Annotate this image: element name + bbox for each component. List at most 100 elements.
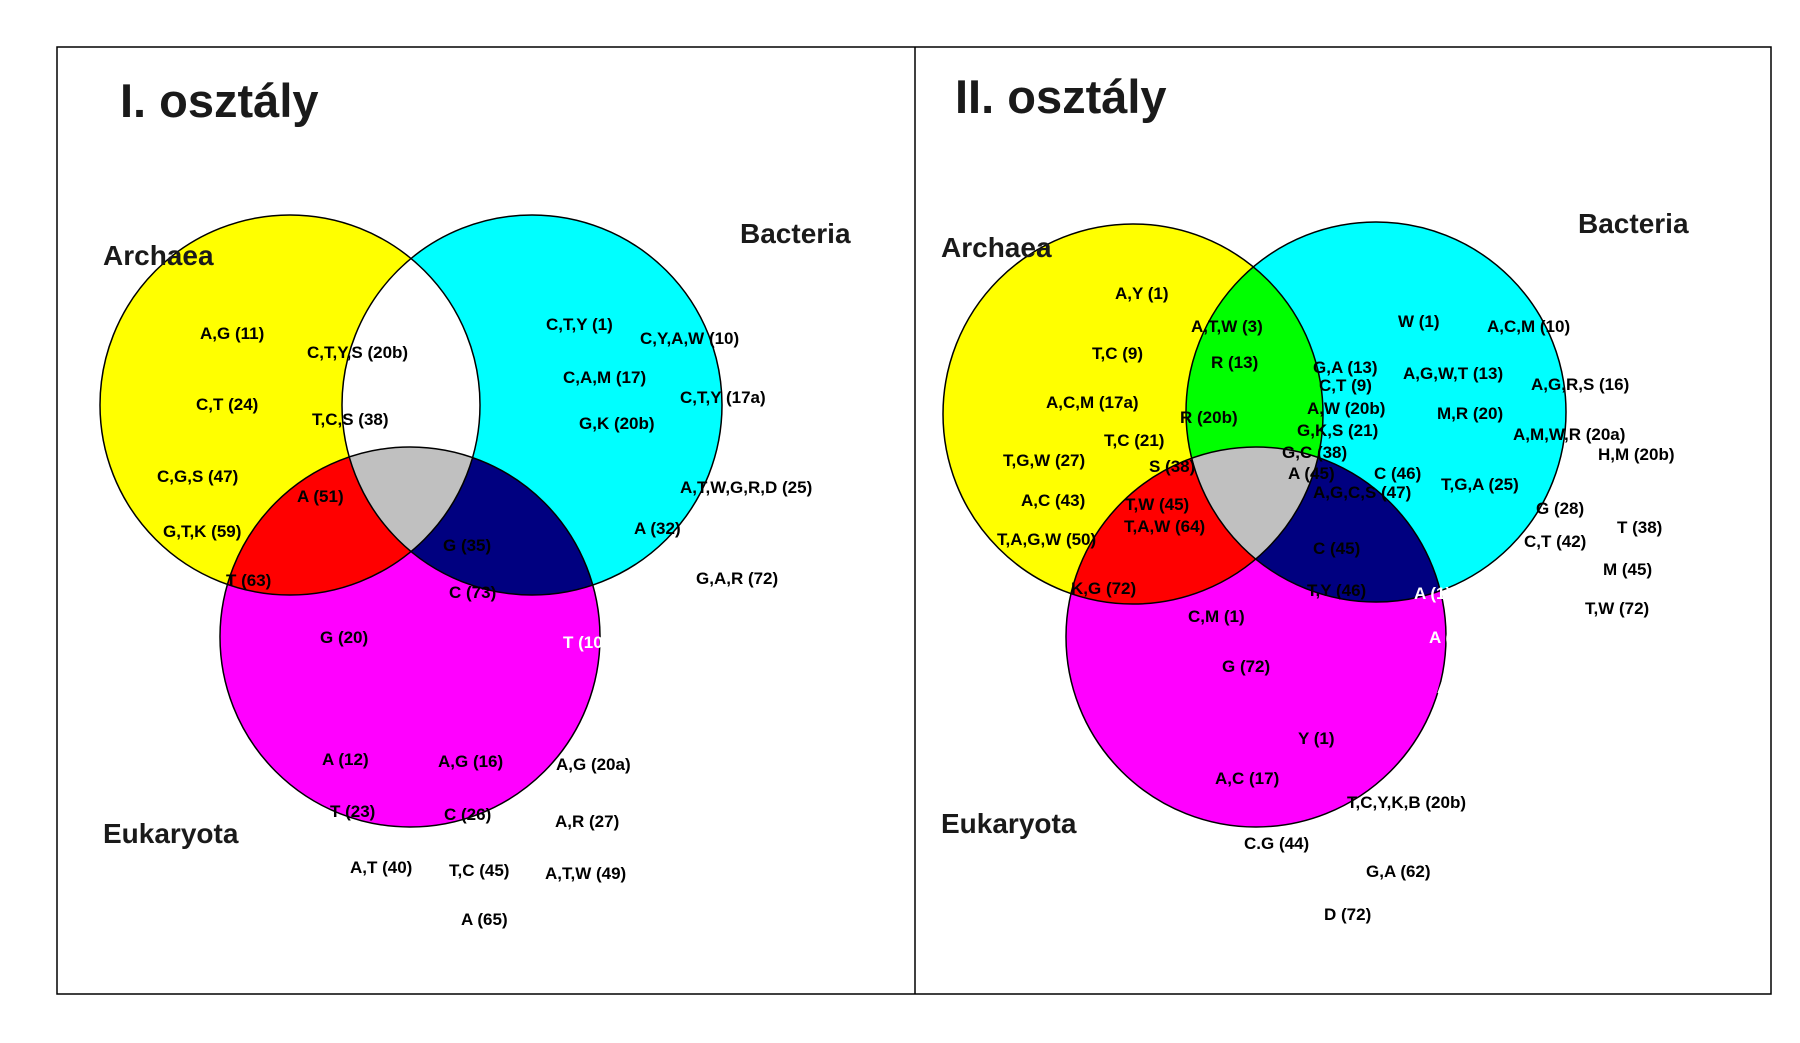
archaea-label: C,G,S (47) [157,467,238,486]
archaea-bacteria-label: A,W (20b) [1307,399,1385,418]
archaea-eukaryota-label: C,M (1) [1188,607,1245,626]
eukaryota-label: D (72) [1324,905,1371,924]
domain-label-eukaryota: Eukaryota [941,808,1077,839]
archaea-label: T,C (21) [1104,431,1164,450]
bacteria-eukaryota-label: A (20) [1429,628,1476,647]
archaea-label: T (63) [226,571,271,590]
bacteria-label: A,M,W,R (20a) [1513,425,1625,444]
archaea-label: T,C (9) [1092,344,1143,363]
bacteria-label: C,A,M (17) [563,368,646,387]
all-three-label: C (45) [1313,539,1360,558]
eukaryota-label: A (12) [322,750,369,769]
archaea-bacteria-label: G,C (38) [1282,443,1347,462]
eukaryota-label: T (23) [330,802,375,821]
archaea-label: T,A,W (64) [1124,517,1205,536]
archaea-bacteria-label: G,A (13) [1313,358,1378,377]
archaea-bacteria-label: A (45) [1288,464,1335,483]
bacteria-label: M,R (20) [1437,404,1503,423]
archaea-eukaryota-label: G (20) [320,628,368,647]
bacteria-label: T (38) [1617,518,1662,537]
eukaryota-label: A,G (16) [438,752,503,771]
bacteria-label: A,G,W,T (13) [1403,364,1503,383]
eukaryota-label: A (65) [461,910,508,929]
bacteria-label: G,K (20b) [579,414,655,433]
bacteria-label: A,G,R,S (16) [1531,375,1629,394]
archaea-bacteria-label: G,K,S (21) [1297,421,1378,440]
domain-label-eukaryota: Eukaryota [103,818,239,849]
eukaryota-label: G,A (62) [1366,862,1431,881]
archaea-bacteria-label: C,T (9) [1319,376,1372,395]
circle-outline-bacteria [1185,221,1567,603]
region-archaea-eukaryota [220,447,480,595]
panel-class-2: II. osztály Archaea Bacteria Eukaryota A… [941,70,1689,924]
all-three-label: T,Y (46) [1307,581,1366,600]
bacteria-label: A,C,M (10) [1487,317,1570,336]
archaea-label: G,T,K (59) [163,522,241,541]
eukaryota-label: A,C (17) [1215,769,1279,788]
bacteria-label: M (45) [1603,560,1652,579]
circle-outline-eukaryota [1065,446,1447,828]
bacteria-label: T,G,A (25) [1441,475,1519,494]
bacteria-label: G (28) [1536,499,1584,518]
archaea-label: A,G (11) [200,324,264,343]
archaea-label: A,T,W (3) [1191,317,1263,336]
eukaryota-label: T,C,Y,K,B (20b) [1347,793,1466,812]
all-three-label: G (35) [443,536,491,555]
bacteria-label: W (1) [1398,312,1440,331]
bacteria-label: C,T (42) [1524,532,1586,551]
eukaryota-label: C.G (44) [1244,834,1309,853]
archaea-label: A (51) [297,487,344,506]
bacteria-label: A (32) [634,519,681,538]
bacteria-eukaryota-label: A,T,W (30) [1437,678,1518,697]
bacteria-label: C,Y,A,W (10) [640,329,739,348]
archaea-label: T,A,G,W (50) [997,530,1096,549]
circle-outline-bacteria [341,214,723,596]
all-three-label: C (73) [449,583,496,602]
circle-outline-archaea [942,223,1324,605]
archaea-bacteria-label: C (46) [1374,464,1421,483]
eukaryota-label: A,R (27) [555,812,619,831]
domain-label-bacteria: Bacteria [740,218,851,249]
eukaryota-label: C (26) [444,805,491,824]
archaea-label: T,W (45) [1125,495,1189,514]
archaea-label: K,G (72) [1071,579,1136,598]
panel-class-1: I. osztály Archaea Bacteria Eukaryota A,… [99,74,851,929]
archaea-label: R (13) [1211,353,1258,372]
region-bacteria-eukaryota [342,447,600,595]
archaea-label: T,G,W (27) [1003,451,1085,470]
eukaryota-label: A,G (20a) [556,755,631,774]
archaea-label: A,C,M (17a) [1046,393,1139,412]
eukaryota-label: T,C (45) [449,861,509,880]
archaea-label: S (38) [1149,457,1195,476]
eukaryota-label: Y (1) [1298,729,1335,748]
domain-label-archaea: Archaea [941,232,1052,263]
domain-label-bacteria: Bacteria [1578,208,1689,239]
region-archaea-eukaryota [1066,447,1323,604]
bacteria-label: C,T,Y (17a) [680,388,766,407]
bacteria-label: A,T,W,G,R,D (25) [680,478,812,497]
archaea-label: C,T (24) [196,395,258,414]
archaea-label: T,C,S (38) [312,410,389,429]
circle-outline-eukaryota [219,446,601,828]
archaea-label: A,Y (1) [1115,284,1169,303]
bacteria-label: H,M (20b) [1598,445,1675,464]
eukaryota-label: A,T (40) [350,858,412,877]
eukaryota-label: A,T,W (49) [545,864,626,883]
panel-title: I. osztály [120,74,319,127]
bacteria-label: C,T,Y (1) [546,315,613,334]
figure-frame [56,46,1772,995]
archaea-bacteria-label: A,G,C,S (47) [1313,483,1411,502]
bacteria-eukaryota-label: T (10) [563,633,608,652]
archaea-label: R (20b) [1180,408,1238,427]
archaea-eukaryota-label: G (72) [1222,657,1270,676]
archaea-label: C,T,Y,S (20b) [307,343,408,362]
bacteria-label: G,A,R (72) [696,569,778,588]
bacteria-label: T,W (72) [1585,599,1649,618]
circle-outline-archaea [99,214,481,596]
bacteria-eukaryota-label: A (1) [1414,584,1451,603]
domain-label-archaea: Archaea [103,240,214,271]
region-bacteria-eukaryota [1186,447,1446,602]
panel-title: II. osztály [955,70,1167,123]
archaea-label: A,C (43) [1021,491,1085,510]
